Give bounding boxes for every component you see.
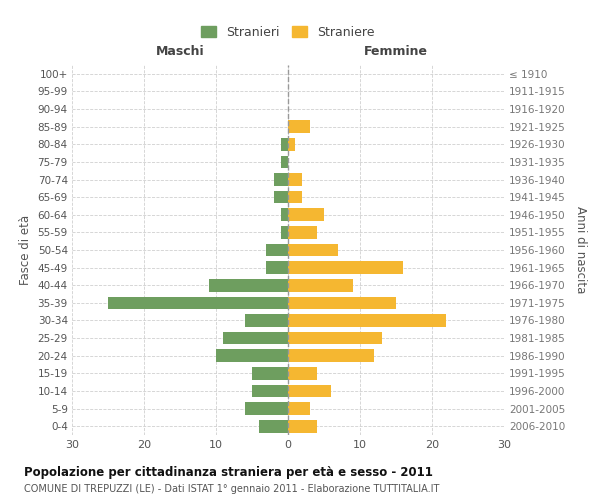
Bar <box>274 173 288 186</box>
Bar <box>274 191 288 203</box>
Text: Popolazione per cittadinanza straniera per età e sesso - 2011: Popolazione per cittadinanza straniera p… <box>24 466 433 479</box>
Bar <box>216 350 288 362</box>
Bar <box>281 156 288 168</box>
Bar <box>281 138 288 150</box>
Bar <box>245 402 288 415</box>
Bar <box>288 332 382 344</box>
Bar <box>288 420 317 432</box>
Bar <box>288 296 396 309</box>
Bar <box>288 244 338 256</box>
Bar <box>288 262 403 274</box>
Bar <box>252 367 288 380</box>
Text: COMUNE DI TREPUZZI (LE) - Dati ISTAT 1° gennaio 2011 - Elaborazione TUTTITALIA.I: COMUNE DI TREPUZZI (LE) - Dati ISTAT 1° … <box>24 484 439 494</box>
Bar <box>288 120 310 133</box>
Text: Maschi: Maschi <box>155 45 205 58</box>
Bar <box>288 367 317 380</box>
Bar <box>288 350 374 362</box>
Bar <box>281 208 288 221</box>
Bar <box>288 279 353 291</box>
Bar <box>288 138 295 150</box>
Bar <box>245 314 288 327</box>
Bar <box>209 279 288 291</box>
Bar <box>288 191 302 203</box>
Y-axis label: Fasce di età: Fasce di età <box>19 215 32 285</box>
Bar <box>288 173 302 186</box>
Y-axis label: Anni di nascita: Anni di nascita <box>574 206 587 294</box>
Bar <box>288 384 331 398</box>
Bar <box>266 244 288 256</box>
Bar <box>252 384 288 398</box>
Bar <box>288 402 310 415</box>
Bar <box>259 420 288 432</box>
Bar <box>288 208 324 221</box>
Legend: Stranieri, Straniere: Stranieri, Straniere <box>195 20 381 45</box>
Bar <box>281 226 288 238</box>
Bar <box>266 262 288 274</box>
Bar <box>223 332 288 344</box>
Text: Femmine: Femmine <box>364 45 428 58</box>
Bar <box>288 226 317 238</box>
Bar <box>288 314 446 327</box>
Bar <box>108 296 288 309</box>
